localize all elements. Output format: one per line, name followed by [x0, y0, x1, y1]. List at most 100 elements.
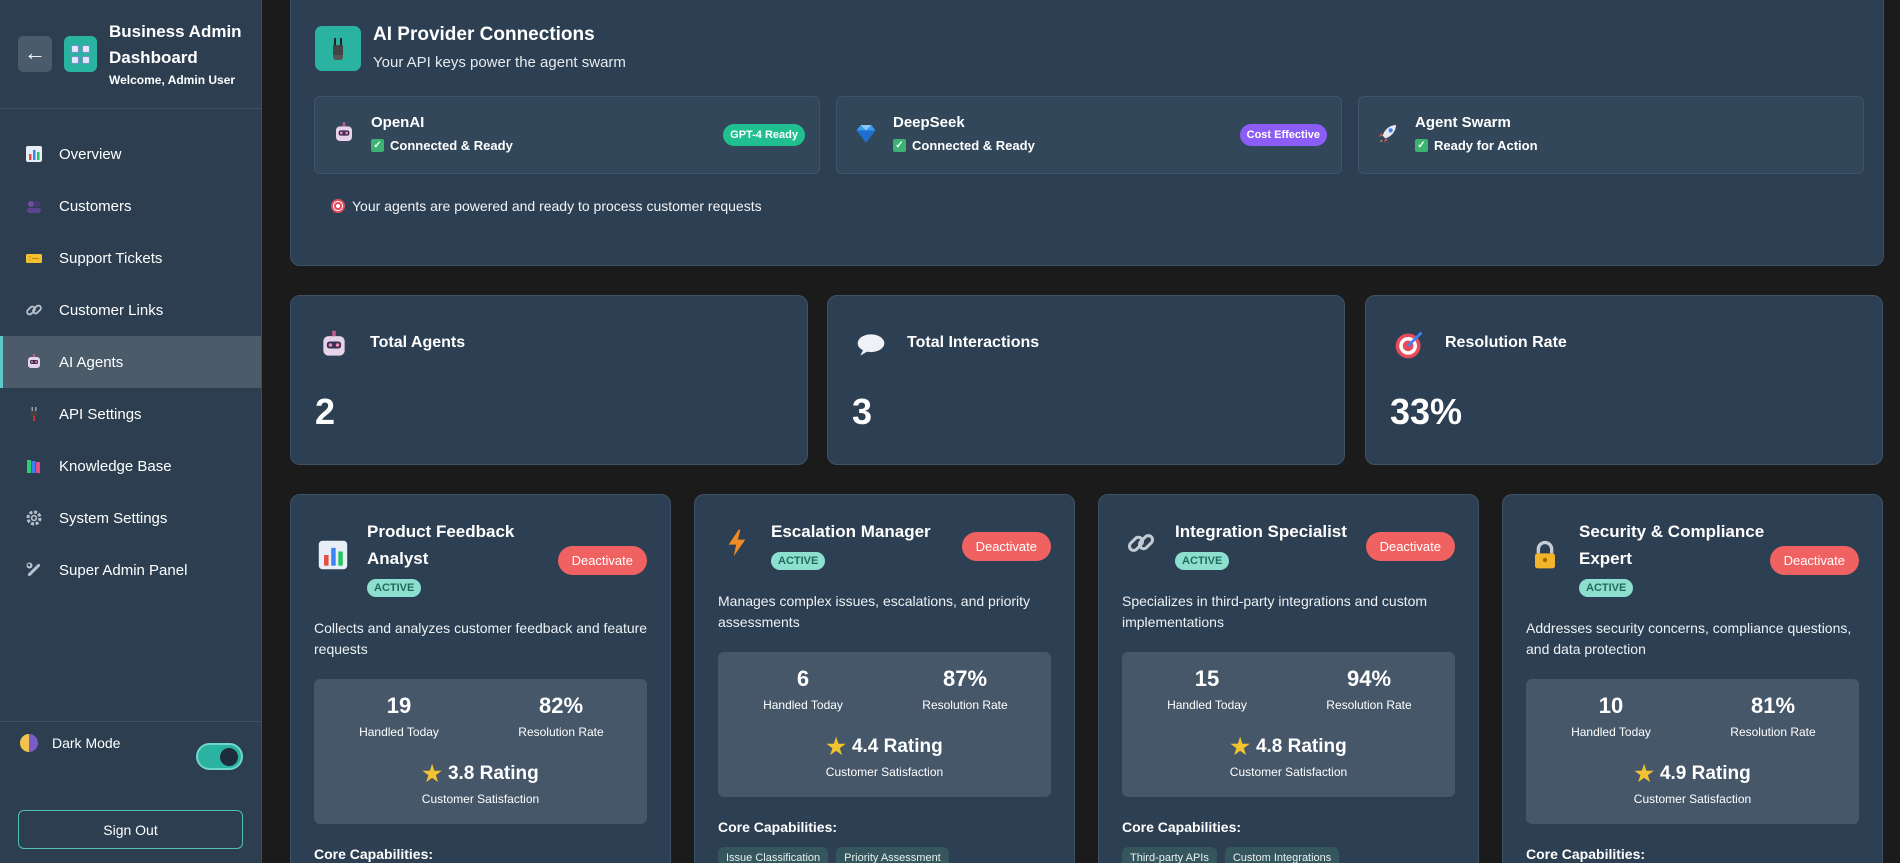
- sidebar-divider: [0, 721, 261, 722]
- handled-today-value: 19: [386, 693, 412, 718]
- dark-mode-row: Dark Mode: [20, 734, 120, 752]
- stat-card-total-agents: Total Agents 2: [290, 295, 808, 465]
- agent-name: Escalation Manager: [771, 522, 931, 541]
- welcome-text: Welcome, Admin User: [109, 73, 236, 87]
- core-capabilities-label: Core Capabilities:: [1122, 819, 1242, 835]
- rating-value: 4.8 Rating: [1255, 736, 1347, 757]
- stat-card-total-interactions: Total Interactions 3: [827, 295, 1345, 465]
- stat-value: 3: [852, 391, 873, 432]
- target-icon: [1392, 328, 1426, 362]
- provider-name: OpenAI: [371, 114, 425, 131]
- provider-name: DeepSeek: [893, 114, 965, 131]
- sidebar-item-label: System Settings: [59, 509, 168, 527]
- handled-today-label: Handled Today: [763, 698, 843, 712]
- sidebar-item-customer-links[interactable]: Customer Links: [0, 284, 261, 336]
- agent-card-escalation-manager: Escalation Manager ACTIVE Deactivate Man…: [694, 494, 1075, 863]
- agent-metrics: 6 Handled Today 87% Resolution Rate ★ 4.4 R…: [718, 652, 1051, 797]
- agent-name: Security & Compliance Expert: [1579, 522, 1765, 568]
- sidebar-item-super-admin-panel[interactable]: Super Admin Panel: [0, 544, 261, 596]
- ai-provider-connections-panel: AI Provider Connections Your API keys po…: [290, 0, 1884, 266]
- back-button[interactable]: ←: [18, 36, 52, 72]
- provider-card-openai: OpenAI ✓ Connected & Ready GPT-4 Ready: [314, 96, 820, 174]
- agent-description: Collects and analyzes customer feedback …: [314, 620, 648, 657]
- sidebar-item-label: API Settings: [59, 405, 142, 423]
- deactivate-button[interactable]: Deactivate: [557, 546, 647, 575]
- checkmark-icon: ✓: [893, 139, 906, 152]
- agent-name: Integration Specialist: [1175, 522, 1347, 541]
- sidebar-item-label: AI Agents: [59, 353, 124, 371]
- resolution-rate-value: 94%: [1346, 666, 1392, 691]
- dark-mode-toggle[interactable]: [196, 743, 243, 770]
- status-badge: ACTIVE: [1579, 579, 1634, 597]
- provider-card-agent-swarm: Agent Swarm ✓ Ready for Action: [1358, 96, 1864, 174]
- sidebar-item-label: Knowledge Base: [59, 457, 172, 475]
- stat-card-resolution-rate: Resolution Rate 33%: [1365, 295, 1883, 465]
- link-icon: [24, 300, 44, 320]
- sign-out-button[interactable]: Sign Out: [18, 810, 243, 849]
- capability-chip: Custom Integrations: [1224, 847, 1340, 863]
- status-badge: ACTIVE: [771, 552, 826, 570]
- resolution-rate-label: Resolution Rate: [922, 698, 1008, 712]
- provider-status: ✓ Ready for Action: [1415, 138, 1538, 153]
- plug-icon: [315, 26, 361, 71]
- stat-label: Total Interactions: [907, 334, 1040, 351]
- star-icon: ★: [1230, 734, 1250, 759]
- speech-bubble-icon: [854, 328, 888, 362]
- star-icon: ★: [826, 734, 846, 759]
- stat-label: Resolution Rate: [1445, 334, 1567, 351]
- bar-chart-icon: [315, 537, 351, 573]
- handled-today-label: Handled Today: [1167, 698, 1247, 712]
- capability-chip: Third-party APIs: [1122, 847, 1217, 863]
- agent-card-security-compliance-expert: Security & Compliance Expert ACTIVE Deac…: [1502, 494, 1883, 863]
- panel-subtitle: Your API keys power the agent swarm: [373, 54, 626, 71]
- core-capabilities-label: Core Capabilities:: [718, 819, 838, 835]
- lock-icon: [1527, 537, 1563, 573]
- sidebar-item-api-settings[interactable]: API Settings: [0, 388, 261, 440]
- handled-today-value: 15: [1194, 666, 1220, 691]
- sidebar-item-support-tickets[interactable]: Support Tickets: [0, 232, 261, 284]
- robot-icon: [317, 328, 351, 362]
- sidebar-item-label: Customers: [59, 197, 132, 215]
- provider-badge: Cost Effective: [1239, 124, 1327, 146]
- sidebar: ← Business Admin Dashboard Welcome, Admi…: [0, 0, 262, 863]
- agent-name: Product Feedback Analyst: [367, 522, 515, 568]
- rating-value: 4.9 Rating: [1659, 763, 1751, 784]
- deactivate-button[interactable]: Deactivate: [1769, 546, 1859, 575]
- sidebar-item-knowledge-base[interactable]: Knowledge Base: [0, 440, 261, 492]
- capability-chips: Issue Classification Priority Assessment: [718, 847, 949, 863]
- sidebar-item-customers[interactable]: Customers: [0, 180, 261, 232]
- link-icon: [1123, 525, 1159, 561]
- deactivate-button[interactable]: Deactivate: [961, 532, 1051, 561]
- provider-card-deepseek: DeepSeek ✓ Connected & Ready Cost Effecti…: [836, 96, 1342, 174]
- sidebar-header: ← Business Admin Dashboard Welcome, Admi…: [0, 0, 261, 109]
- arrow-left-icon: ←: [24, 40, 46, 65]
- agent-metrics: 19 Handled Today 82% Resolution Rate ★ 3.8 …: [314, 679, 647, 824]
- sidebar-item-label: Overview: [59, 145, 122, 163]
- agent-description: Addresses security concerns, compliance …: [1526, 620, 1852, 657]
- sidebar-nav: Overview Customers Support Tickets Custo…: [0, 128, 261, 596]
- app-title: Business Admin Dashboard: [109, 22, 242, 67]
- provider-status: ✓ Connected & Ready: [371, 138, 513, 153]
- sidebar-item-overview[interactable]: Overview: [0, 128, 261, 180]
- resolution-rate-label: Resolution Rate: [1730, 725, 1816, 739]
- rating-label: Customer Satisfaction: [825, 765, 944, 779]
- wrench-icon: [24, 560, 44, 580]
- provider-name: Agent Swarm: [1415, 114, 1511, 131]
- agent-card-product-feedback-analyst: Product Feedback Analyst ACTIVE Deactiva…: [290, 494, 671, 863]
- provider-status: ✓ Connected & Ready: [893, 138, 1035, 153]
- people-icon: [24, 196, 44, 216]
- agent-metrics: 15 Handled Today 94% Resolution Rate ★ 4.8 …: [1122, 652, 1455, 797]
- stat-value: 2: [315, 391, 336, 432]
- resolution-rate-label: Resolution Rate: [518, 725, 604, 739]
- star-icon: ★: [1634, 761, 1654, 786]
- stat-label: Total Agents: [370, 334, 466, 351]
- plug-icon: [24, 404, 44, 424]
- agent-description: Specializes in third-party integrations …: [1122, 593, 1428, 630]
- deactivate-button[interactable]: Deactivate: [1365, 532, 1455, 561]
- rocket-icon: [1375, 120, 1401, 146]
- sidebar-item-system-settings[interactable]: System Settings: [0, 492, 261, 544]
- handled-today-value: 10: [1598, 693, 1624, 718]
- rating-label: Customer Satisfaction: [421, 792, 540, 806]
- sidebar-item-ai-agents[interactable]: AI Agents: [0, 336, 261, 388]
- robot-icon: [24, 352, 44, 372]
